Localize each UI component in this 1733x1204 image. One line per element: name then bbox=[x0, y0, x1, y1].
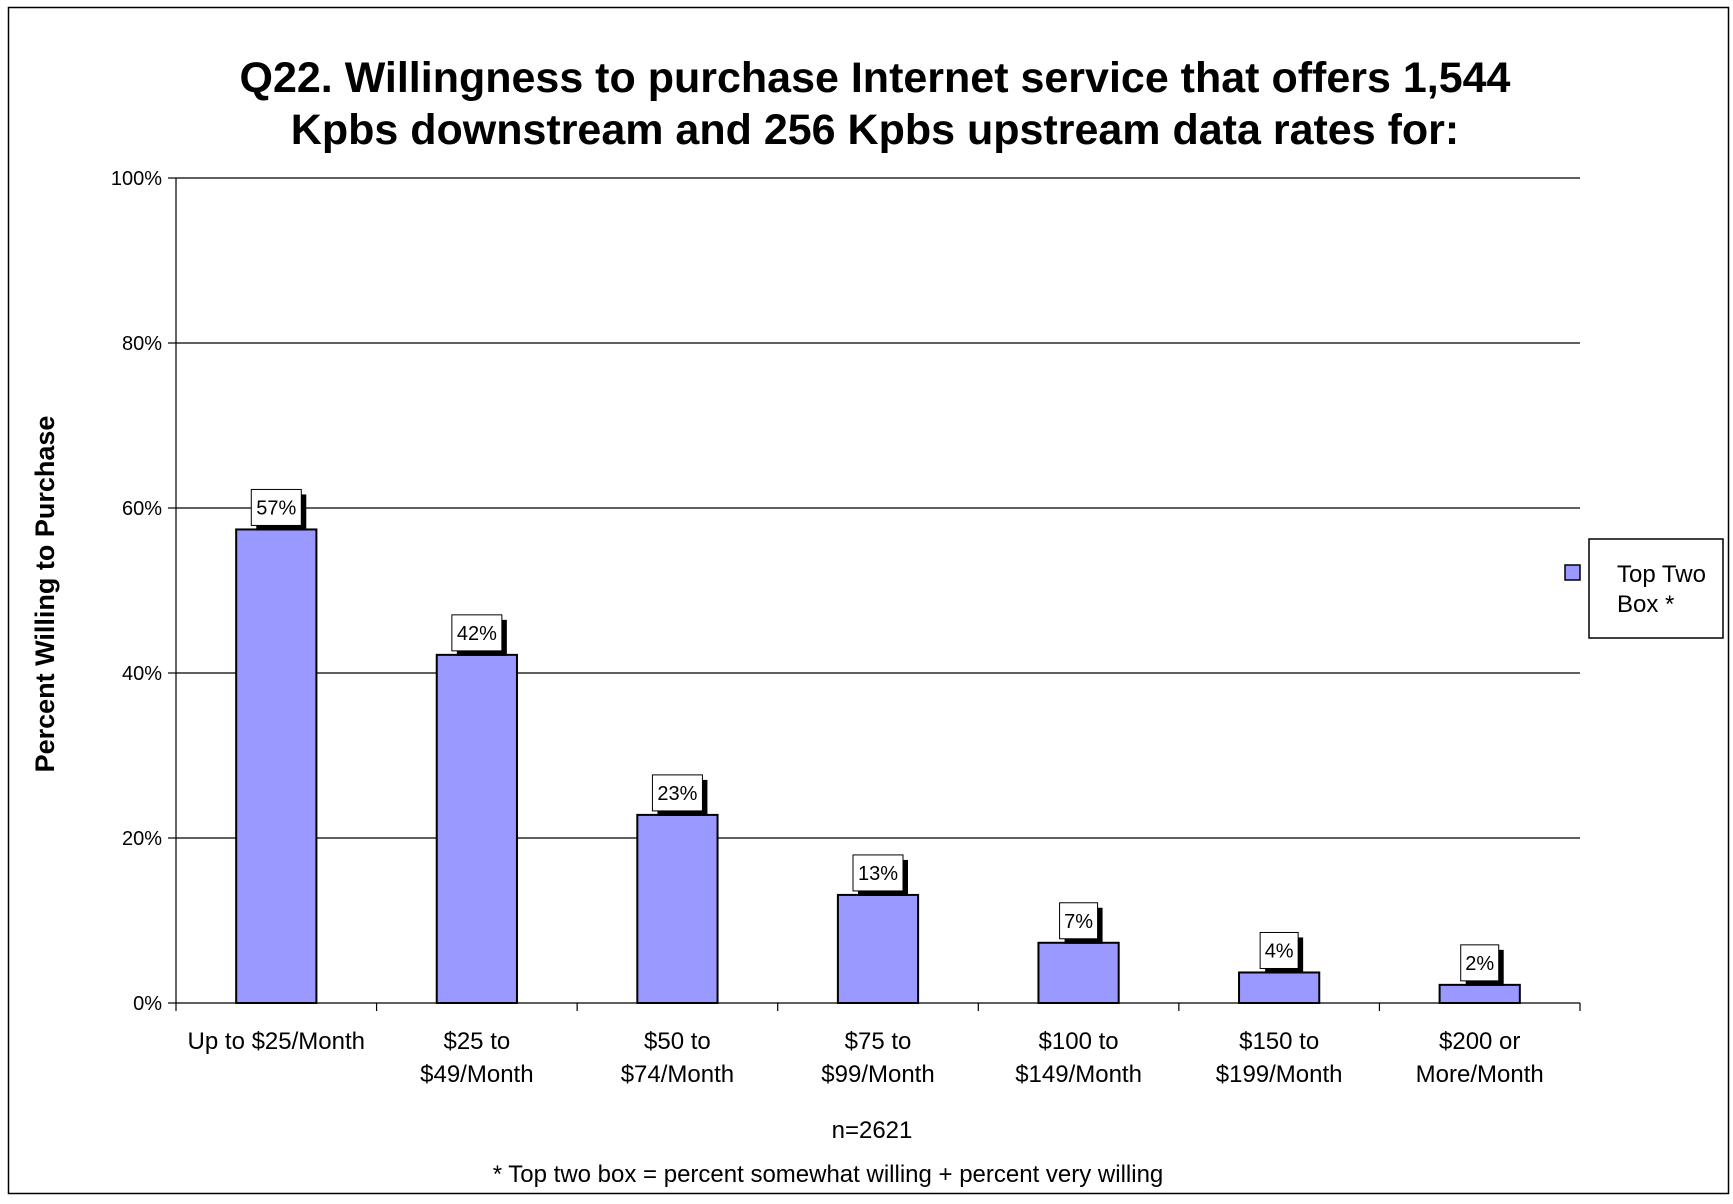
data-label: 13% bbox=[858, 863, 898, 885]
data-label: 23% bbox=[657, 783, 697, 805]
gridlines bbox=[176, 177, 1580, 839]
bar bbox=[836, 893, 920, 1004]
y-tick-label: 20% bbox=[122, 828, 162, 850]
x-tick-label: $99/Month bbox=[821, 1061, 934, 1088]
y-tick-label: 40% bbox=[122, 663, 162, 685]
x-tick-label: $75 to bbox=[845, 1028, 912, 1055]
x-tick-label: $200 or bbox=[1439, 1028, 1520, 1055]
bar bbox=[1037, 941, 1120, 1005]
chart-title-line2: Kpbs downstream and 256 Kpbs upstream da… bbox=[291, 106, 1459, 154]
legend: Top Two Box * bbox=[1564, 538, 1724, 639]
x-tick-label: $49/Month bbox=[420, 1061, 533, 1088]
data-label-box bbox=[1259, 931, 1299, 969]
bar bbox=[1438, 983, 1521, 1004]
legend-swatch bbox=[1564, 564, 1581, 581]
data-label: 57% bbox=[256, 497, 296, 519]
x-tick-label: $150 to bbox=[1239, 1028, 1319, 1055]
data-label-box bbox=[852, 854, 904, 892]
y-tick-label: 100% bbox=[111, 168, 162, 190]
chart-title-line1: Q22. Willingness to purchase Internet se… bbox=[240, 54, 1511, 102]
data-label: 2% bbox=[1465, 953, 1494, 975]
data-label-box bbox=[250, 488, 302, 526]
x-tick-label: $149/Month bbox=[1015, 1061, 1142, 1088]
y-axis: 0% 20% 40% 60% 80% 100% bbox=[111, 168, 177, 1015]
legend-box bbox=[1588, 538, 1724, 639]
data-label-box bbox=[451, 614, 503, 652]
data-label-box bbox=[1059, 902, 1099, 940]
data-label: 42% bbox=[457, 623, 497, 645]
y-tick-label: 0% bbox=[133, 993, 162, 1015]
legend-label-line1: Top Two bbox=[1617, 561, 1706, 588]
bar bbox=[1238, 971, 1321, 1004]
y-tick-label: 60% bbox=[122, 498, 162, 520]
bar bbox=[235, 528, 318, 1004]
x-axis: Up to $25/Month $25 to $49/Month $50 to $74/… bbox=[175, 1002, 1581, 1088]
data-label-box bbox=[651, 774, 703, 812]
x-tick-label: More/Month bbox=[1416, 1061, 1544, 1088]
data-label: 7% bbox=[1064, 911, 1093, 933]
data-label: 4% bbox=[1265, 940, 1294, 962]
x-tick-label: $100 to bbox=[1039, 1028, 1119, 1055]
bar bbox=[435, 653, 518, 1004]
footnote: * Top two box = percent somewhat willing… bbox=[493, 1161, 1164, 1188]
x-tick-label: $25 to bbox=[443, 1028, 510, 1055]
x-tick-label: $50 to bbox=[644, 1028, 711, 1055]
y-axis-label: Percent Willing to Purchase bbox=[30, 416, 60, 773]
sample-size-note: n=2621 bbox=[832, 1117, 913, 1144]
data-labels: 57% 42% 23% 13% 7% 4% 2% bbox=[250, 488, 1504, 986]
bar bbox=[636, 813, 719, 1005]
x-tick-label: Up to $25/Month bbox=[188, 1028, 365, 1055]
legend-label-line2: Box * bbox=[1617, 591, 1674, 618]
data-label-box bbox=[1460, 944, 1500, 982]
x-tick-label: $199/Month bbox=[1216, 1061, 1343, 1088]
x-tick-label: $74/Month bbox=[621, 1061, 734, 1088]
y-tick-label: 80% bbox=[122, 333, 162, 355]
